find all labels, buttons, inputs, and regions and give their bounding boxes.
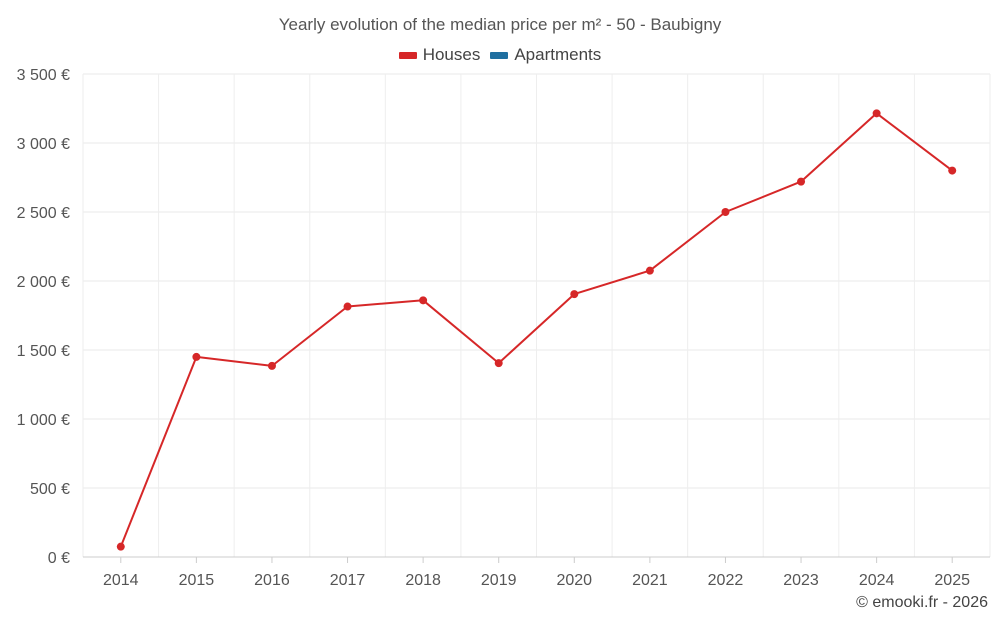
y-tick-label: 1 000 € — [17, 412, 70, 429]
y-tick-label: 0 € — [48, 550, 70, 567]
x-tick-label: 2024 — [859, 572, 895, 589]
data-point-houses — [192, 352, 201, 361]
data-point-houses — [570, 290, 579, 299]
series-line-houses — [119, 112, 953, 547]
chart-title: Yearly evolution of the median price per… — [278, 15, 722, 34]
x-tick-label: 2015 — [179, 572, 215, 589]
data-point-houses — [797, 177, 806, 186]
y-tick-label: 3 000 € — [17, 136, 70, 153]
data-point-houses — [419, 296, 428, 305]
data-point-houses — [267, 361, 276, 370]
x-tick-label: 2019 — [481, 572, 517, 589]
y-tick-label: 3 500 € — [17, 67, 70, 84]
data-point-houses — [343, 302, 352, 311]
legend-label-apartments: Apartments — [514, 45, 602, 64]
x-tick-label: 2020 — [556, 572, 592, 589]
y-tick-label: 500 € — [30, 481, 70, 498]
data-point-houses — [721, 208, 730, 216]
data-point-houses — [872, 109, 881, 118]
x-tick-label: 2018 — [405, 572, 441, 589]
data-point-houses — [948, 166, 957, 175]
legend: Houses Apartments — [0, 45, 1000, 65]
legend-swatch-apartments — [490, 51, 509, 59]
data-point-houses — [116, 542, 125, 551]
x-tick-label: 2025 — [934, 572, 970, 589]
x-tick-label: 2017 — [330, 572, 366, 589]
x-tick-label: 2023 — [783, 572, 819, 589]
x-tick-label: 2014 — [103, 572, 139, 589]
credit-text: © emooki.fr - 2026 — [856, 594, 988, 611]
data-point-houses — [494, 359, 503, 368]
legend-item-houses[interactable]: Houses — [398, 45, 481, 65]
legend-swatch-houses — [398, 51, 417, 59]
y-tick-label: 1 500 € — [17, 343, 70, 360]
legend-label-houses: Houses — [422, 45, 481, 64]
y-tick-label: 2 500 € — [17, 205, 70, 222]
x-tick-label: 2016 — [254, 572, 290, 589]
legend-item-apartments[interactable]: Apartments — [490, 45, 601, 65]
data-point-houses — [645, 266, 654, 275]
x-tick-label: 2022 — [708, 572, 744, 589]
y-tick-label: 2 000 € — [17, 274, 70, 291]
x-tick-label: 2021 — [632, 572, 668, 589]
